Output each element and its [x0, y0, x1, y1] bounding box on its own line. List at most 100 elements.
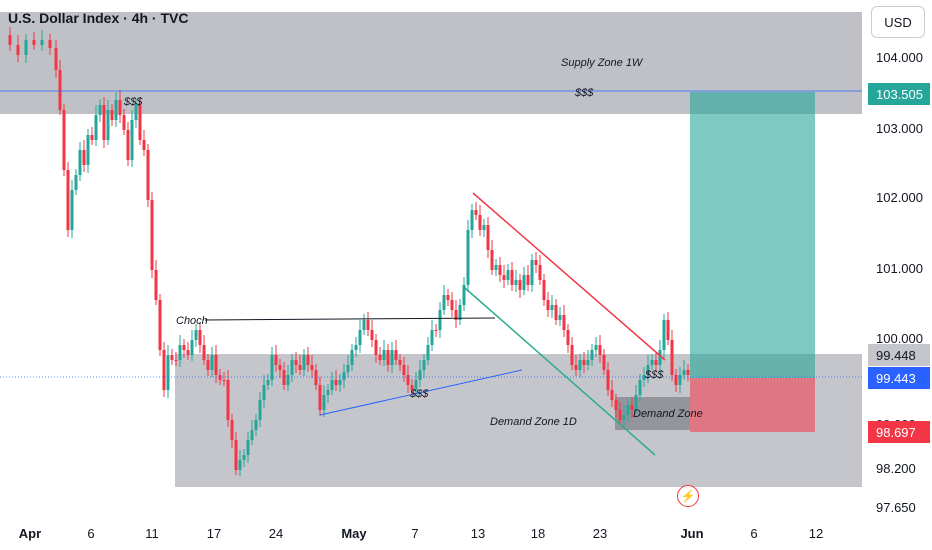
- candle-body: [150, 200, 154, 270]
- candle-body: [210, 355, 214, 370]
- candle-body: [258, 400, 262, 420]
- price-label: 103.505: [868, 83, 930, 105]
- candle-body: [434, 330, 438, 331]
- candle-body: [682, 370, 686, 375]
- candle-body: [270, 355, 274, 380]
- candle-body: [102, 105, 106, 140]
- rising-trendline: [319, 369, 523, 416]
- candle-body: [166, 355, 170, 390]
- candle-body: [386, 350, 390, 365]
- price-label: 99.448: [868, 344, 930, 366]
- candle-body: [222, 380, 226, 381]
- x-tick-label: 24: [269, 526, 283, 541]
- candle-body: [54, 48, 58, 70]
- candle-body: [338, 380, 342, 385]
- currency-button[interactable]: USD: [871, 6, 925, 38]
- candle-body: [266, 380, 270, 385]
- candle-body: [378, 355, 382, 360]
- candle-body: [32, 40, 36, 45]
- candle-body: [206, 360, 210, 370]
- candle-body: [130, 120, 134, 160]
- candle-body: [286, 375, 290, 385]
- candle-body: [450, 300, 454, 310]
- candle-body: [98, 105, 102, 115]
- candle-body: [366, 320, 370, 330]
- candle-body: [62, 110, 66, 170]
- candle-body: [654, 360, 658, 365]
- candle-body: [158, 300, 162, 350]
- candle-body: [126, 130, 130, 160]
- x-tick-label: 18: [531, 526, 545, 541]
- candle-body: [154, 270, 158, 300]
- candle-body: [442, 295, 446, 310]
- candle-body: [534, 260, 538, 265]
- candle-body: [670, 340, 674, 375]
- x-tick-label: 7: [411, 526, 418, 541]
- support-trendline: [464, 287, 656, 456]
- price-label: 99.443: [868, 367, 930, 389]
- candle-body: [422, 360, 426, 370]
- candle-body: [586, 360, 590, 365]
- candle-body: [346, 365, 350, 372]
- candle-body: [16, 45, 20, 55]
- candle-body: [90, 135, 94, 140]
- candle-body: [566, 330, 570, 345]
- y-tick-label: 97.650: [876, 500, 916, 515]
- candle-body: [526, 275, 530, 285]
- alert-icon[interactable]: ⚡: [677, 485, 699, 507]
- x-tick-label: 11: [145, 526, 159, 541]
- candle-body: [502, 275, 506, 280]
- candle-body: [658, 350, 662, 365]
- candle-body: [198, 330, 202, 345]
- candle-body: [594, 345, 598, 350]
- candle-body: [250, 430, 254, 440]
- y-tick-label: 104.000: [876, 50, 923, 65]
- candle-body: [414, 380, 418, 390]
- demand-zone-1d-label: Demand Zone 1D: [490, 416, 577, 428]
- candle-body: [686, 370, 690, 375]
- candle-body: [538, 265, 542, 280]
- candle-body: [514, 280, 518, 285]
- candle-body: [322, 395, 326, 410]
- x-tick-label: May: [341, 526, 367, 541]
- candle-body: [254, 420, 258, 430]
- candle-body: [382, 350, 386, 360]
- candle-body: [602, 355, 606, 370]
- candle-body: [170, 355, 174, 360]
- candle-body: [298, 365, 302, 370]
- candle-body: [314, 370, 318, 385]
- take-profit-zone: [690, 92, 815, 378]
- time-axis: Apr 6 11 17 24 May 7 13 18 23 Jun 6 12: [0, 520, 932, 550]
- candle-body: [614, 400, 618, 410]
- chart-title: U.S. Dollar Index · 4h · TVC: [8, 10, 189, 26]
- candle-body: [650, 360, 654, 365]
- candle-body: [86, 135, 90, 165]
- candle-body: [446, 295, 450, 300]
- candle-body: [618, 410, 622, 420]
- y-tick-label: 101.000: [876, 261, 923, 276]
- candle-body: [122, 115, 126, 130]
- time-axis-bg: [0, 520, 932, 550]
- candle-body: [234, 440, 238, 470]
- liquidity-label: $$$: [409, 388, 429, 400]
- candle-body: [410, 385, 414, 390]
- x-tick-label: 17: [207, 526, 221, 541]
- candle-body: [550, 305, 554, 310]
- y-tick-label: 98.200: [876, 461, 916, 476]
- candle-body: [194, 330, 198, 340]
- candle-body: [318, 385, 322, 410]
- candle-body: [330, 380, 334, 390]
- candle-body: [70, 190, 74, 230]
- candle-body: [574, 365, 578, 370]
- candle-body: [510, 270, 514, 285]
- candle-body: [674, 375, 678, 385]
- drawings-layer: Supply Zone 1W Demand Zone 1D Demand Zone C…: [0, 57, 932, 456]
- candle-body: [630, 405, 634, 410]
- candle-body: [546, 300, 550, 310]
- candle-body: [662, 320, 666, 350]
- x-tick-label: 6: [750, 526, 757, 541]
- candle-body: [458, 305, 462, 320]
- candle-body: [114, 100, 118, 120]
- candle-body: [134, 105, 138, 120]
